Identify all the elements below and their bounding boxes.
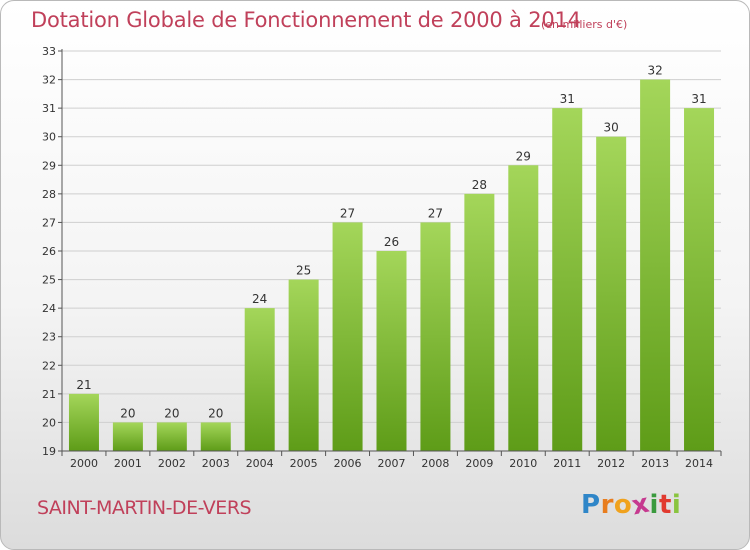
data-label-2011: 31 xyxy=(560,92,575,106)
logo-letter: i xyxy=(649,490,659,520)
y-tick-label-24: 24 xyxy=(42,302,56,315)
x-tick-label-2012: 2012 xyxy=(597,457,625,470)
y-tick-label-26: 26 xyxy=(42,245,56,258)
data-label-2013: 32 xyxy=(647,64,662,78)
y-tick-label-22: 22 xyxy=(42,359,56,372)
logo-letter: P xyxy=(581,490,601,520)
bar-2005 xyxy=(288,279,319,451)
y-tick-label-19: 19 xyxy=(42,445,56,458)
bar-2003 xyxy=(200,422,231,451)
logo-letter: r xyxy=(600,490,614,520)
y-tick-label-27: 27 xyxy=(42,216,56,229)
y-tick-label-25: 25 xyxy=(42,274,56,287)
y-tick-label-30: 30 xyxy=(42,131,56,144)
bars xyxy=(68,79,715,452)
x-tick-label-2004: 2004 xyxy=(246,457,274,470)
bar-2014 xyxy=(684,108,715,452)
logo-letter: i xyxy=(671,490,682,520)
y-tick-label-21: 21 xyxy=(42,388,56,401)
bar-2010 xyxy=(508,165,539,452)
logo-letter: o xyxy=(613,490,633,520)
logo-letter: t xyxy=(658,490,672,520)
x-tick-label-2013: 2013 xyxy=(641,457,669,470)
y-tick-label-29: 29 xyxy=(42,159,56,172)
bar-2009 xyxy=(464,193,495,451)
x-tick-label-2007: 2007 xyxy=(378,457,406,470)
x-tick-label-2000: 2000 xyxy=(70,457,98,470)
bar-2004 xyxy=(244,308,275,451)
x-tick-label-2008: 2008 xyxy=(421,457,449,470)
y-tick-label-28: 28 xyxy=(42,188,56,201)
y-tick-label-23: 23 xyxy=(42,331,56,344)
x-tick-label-2005: 2005 xyxy=(290,457,318,470)
y-axis-ticks: 19 20 21 22 23 24 25 26 27 28 29 30 31 32 33 xyxy=(42,45,62,458)
y-tick-label-20: 20 xyxy=(42,416,56,429)
data-label-2003: 20 xyxy=(208,406,223,420)
bar-2006 xyxy=(332,222,363,451)
data-label-2001: 20 xyxy=(120,406,135,420)
bar-2011 xyxy=(552,108,583,452)
axes xyxy=(61,49,721,452)
y-tick-label-33: 33 xyxy=(42,45,56,58)
data-label-2008: 27 xyxy=(428,206,443,220)
data-label-2012: 30 xyxy=(604,121,619,135)
x-tick-label-2011: 2011 xyxy=(553,457,581,470)
data-label-2005: 25 xyxy=(296,264,311,278)
x-axis-ticks: 2000 2001 2002 2003 2004 2005 2006 2007 2008 2009… xyxy=(61,451,722,470)
data-labels: 21 20 20 20 24 25 27 26 27 28 29 31 30 32 31 xyxy=(76,64,706,421)
proxiti-logo: Proxiti xyxy=(581,489,682,522)
x-tick-label-2009: 2009 xyxy=(465,457,493,470)
data-label-2000: 21 xyxy=(76,378,91,392)
x-tick-label-2010: 2010 xyxy=(509,457,537,470)
x-tick-label-2001: 2001 xyxy=(114,457,142,470)
data-label-2014: 31 xyxy=(691,92,706,106)
x-tick-label-2006: 2006 xyxy=(334,457,362,470)
y-tick-label-32: 32 xyxy=(42,74,56,87)
bar-2008 xyxy=(420,222,451,451)
bar-2001 xyxy=(112,422,143,451)
x-tick-label-2002: 2002 xyxy=(158,457,186,470)
bar-2000 xyxy=(68,393,99,451)
data-label-2007: 26 xyxy=(384,235,399,249)
data-label-2002: 20 xyxy=(164,406,179,420)
bar-2013 xyxy=(640,79,671,452)
data-label-2004: 24 xyxy=(252,292,267,306)
commune-name: SAINT-MARTIN-DE-VERS xyxy=(37,497,252,519)
unit-note: (en milliers d'€) xyxy=(541,18,628,31)
x-tick-label-2003: 2003 xyxy=(202,457,230,470)
bar-2012 xyxy=(596,136,627,451)
x-tick-label-2014: 2014 xyxy=(685,457,713,470)
data-label-2009: 28 xyxy=(472,178,487,192)
y-tick-label-31: 31 xyxy=(42,102,56,115)
bar-2002 xyxy=(156,422,187,451)
bar-2007 xyxy=(376,251,407,451)
data-label-2006: 27 xyxy=(340,206,355,220)
chart-title: Dotation Globale de Fonctionnement de 20… xyxy=(31,8,581,32)
data-label-2010: 29 xyxy=(516,149,531,163)
